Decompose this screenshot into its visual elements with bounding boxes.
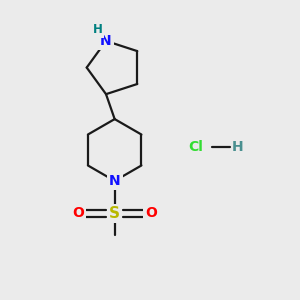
Text: Cl: Cl (188, 140, 203, 154)
Text: N: N (100, 34, 112, 48)
Text: O: O (146, 206, 158, 220)
Text: N: N (109, 174, 121, 188)
Text: S: S (109, 206, 120, 221)
Text: H: H (93, 23, 103, 36)
Text: O: O (72, 206, 84, 220)
Text: H: H (232, 140, 244, 154)
